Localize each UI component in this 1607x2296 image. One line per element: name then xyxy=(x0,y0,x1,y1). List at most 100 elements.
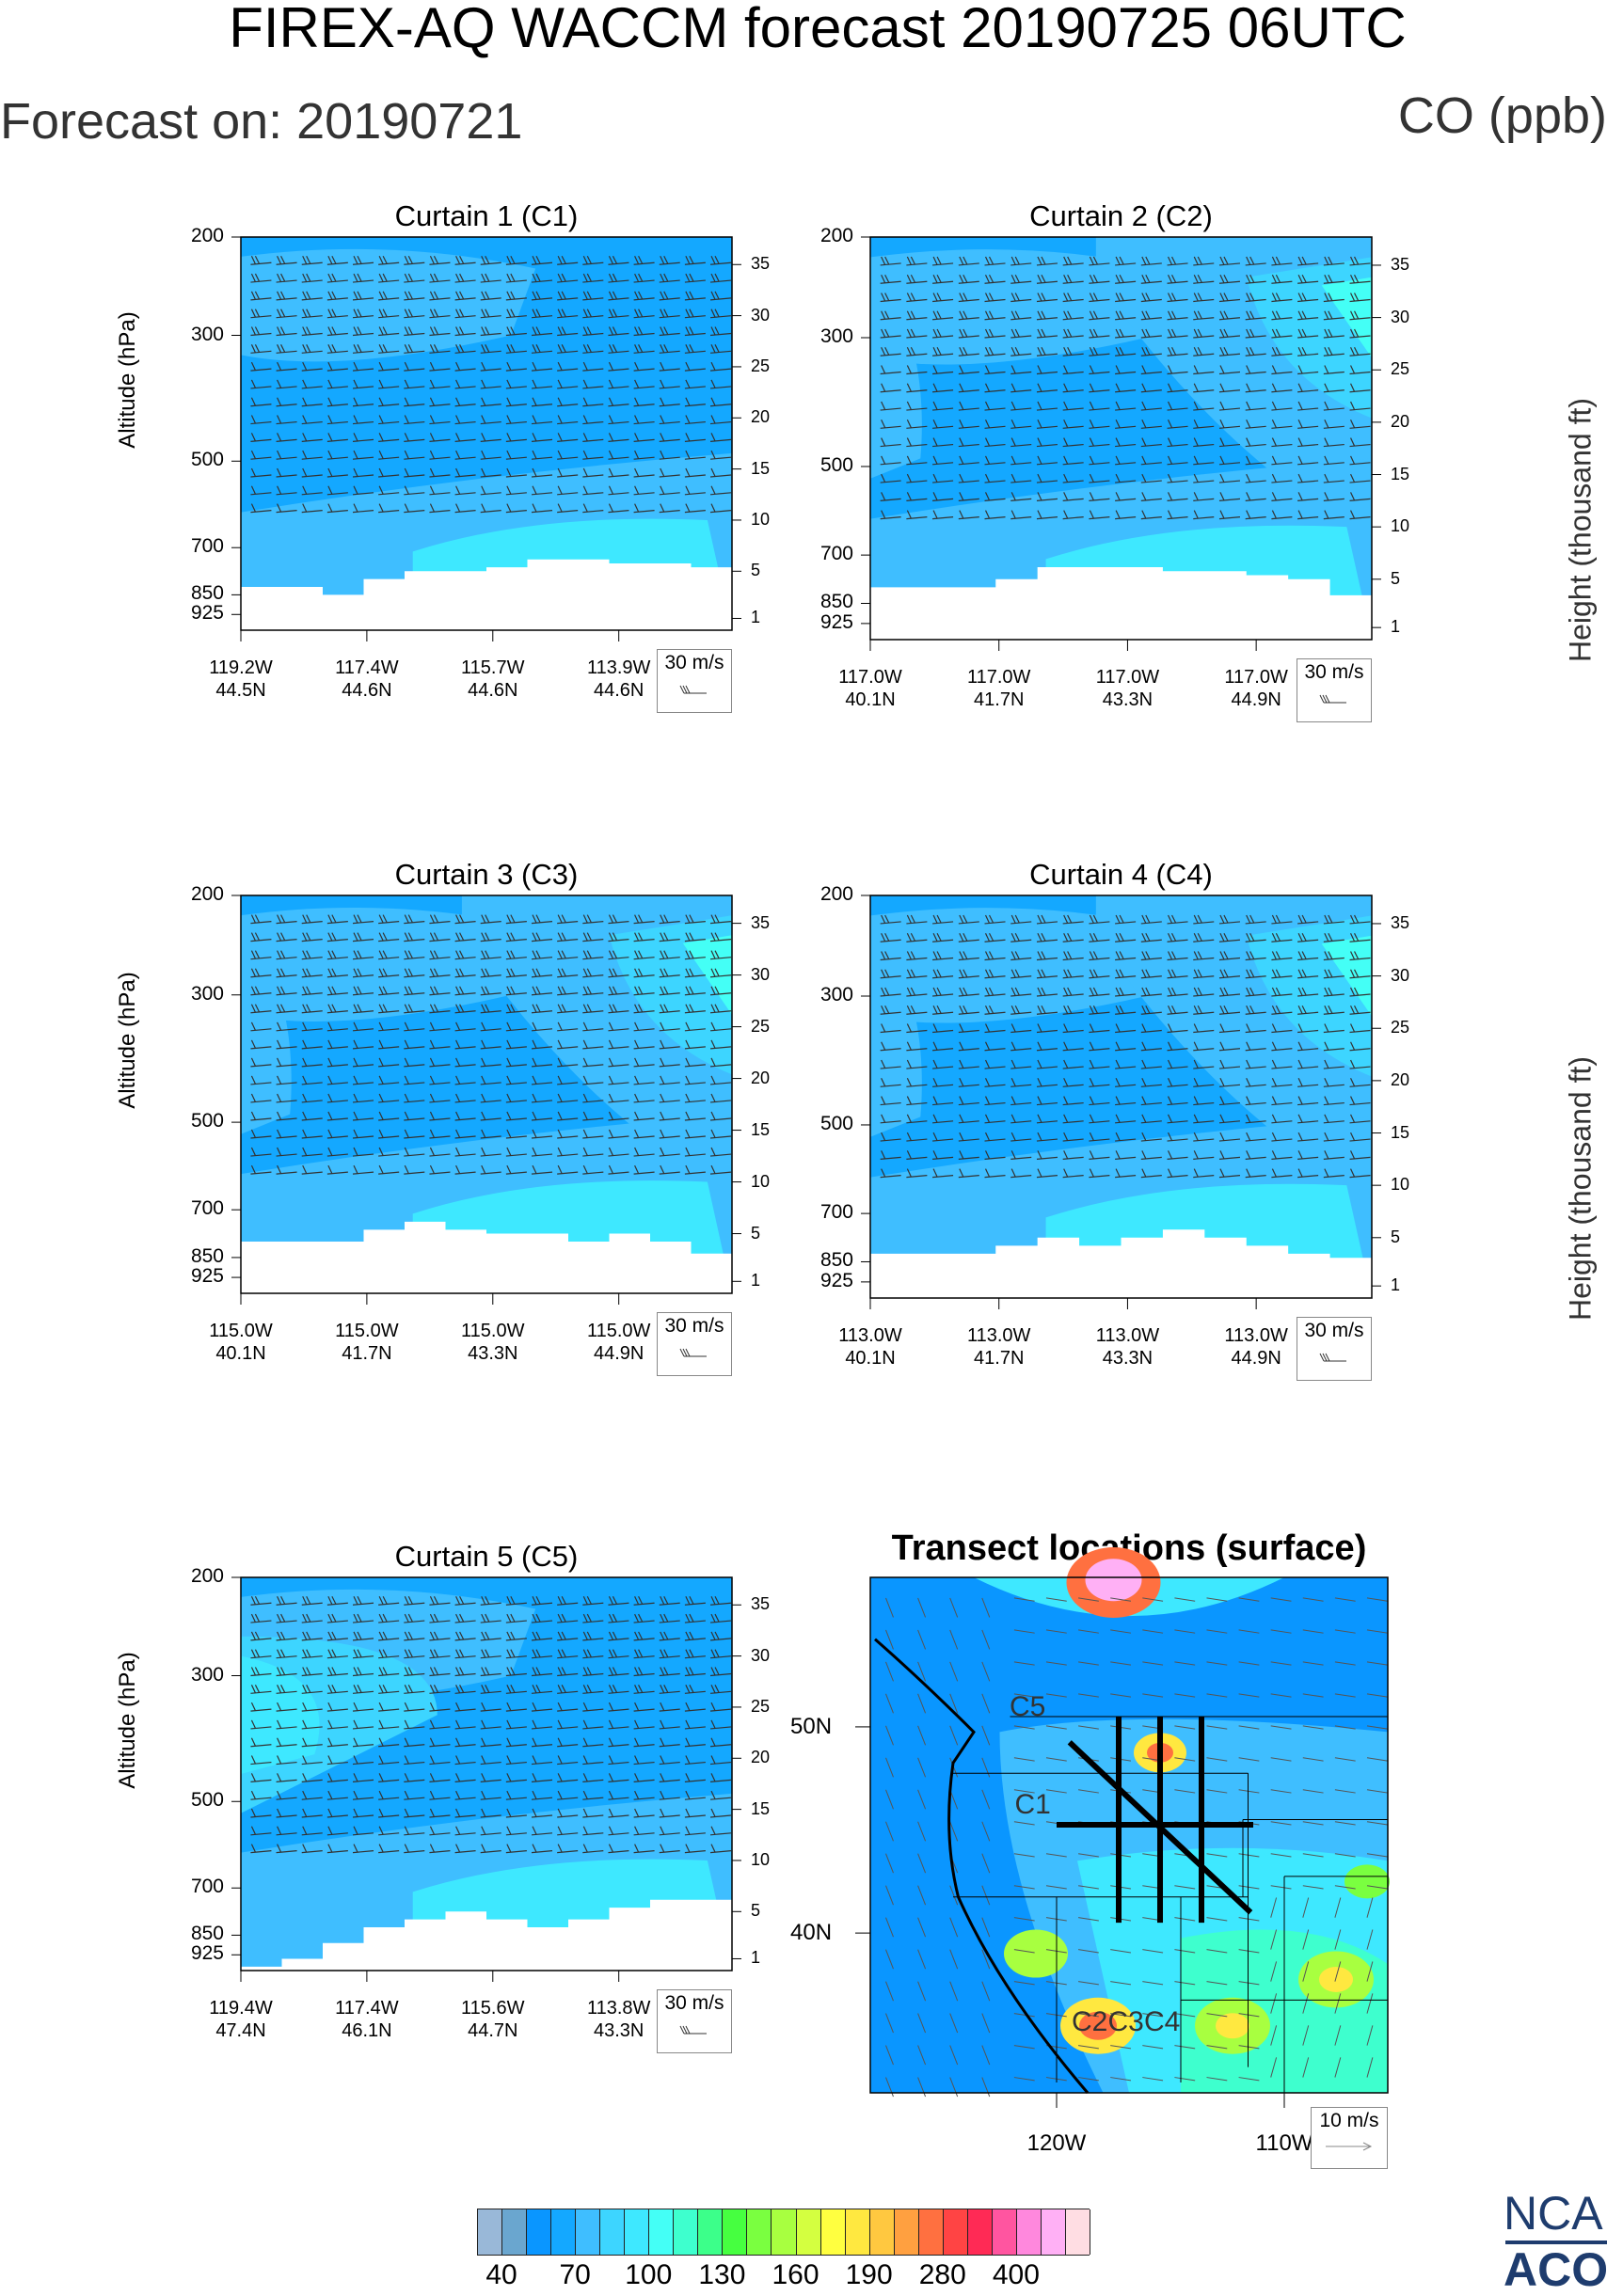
x-tick-lat: 40.1N xyxy=(814,689,927,711)
panel-title: Curtain 1 (C1) xyxy=(241,199,732,233)
x-tick-lon: 115.0W xyxy=(437,1320,549,1342)
height-tick-label: 15 xyxy=(1391,465,1409,484)
pressure-tick-label: 300 xyxy=(167,1664,224,1686)
x-tick-lon: 115.0W xyxy=(310,1320,423,1342)
curtain-plot-5 xyxy=(222,1577,751,2008)
height-tick-label: 25 xyxy=(751,356,770,376)
x-tick-lat: 43.3N xyxy=(1071,1347,1184,1370)
height-tick-label: 5 xyxy=(751,1901,760,1921)
colorbar-label: 40 xyxy=(464,2259,539,2291)
colorbar-label: 70 xyxy=(537,2259,613,2291)
curtain-plot-3 xyxy=(222,895,751,1331)
pressure-tick-label: 300 xyxy=(167,983,224,1005)
height-tick-label: 5 xyxy=(751,1224,760,1243)
lat-tick-label: 40N xyxy=(790,1920,832,1946)
wind-reference-label: 30 m/s xyxy=(1297,1320,1371,1342)
colorbar-segment xyxy=(895,2209,919,2255)
altitude-axis-label: Altitude (hPa) xyxy=(115,1589,141,1852)
x-tick-lon: 115.7W xyxy=(437,657,549,679)
height-tick-label: 15 xyxy=(751,1799,770,1819)
x-tick-lat: 44.6N xyxy=(310,679,423,702)
height-axis-label-mid: Height (thousand ft) xyxy=(1564,1020,1599,1358)
height-tick-label: 20 xyxy=(1391,412,1409,432)
x-tick-lon: 117.4W xyxy=(310,657,423,679)
pressure-tick-label: 500 xyxy=(797,1113,853,1135)
colorbar-label: 280 xyxy=(905,2259,980,2291)
wind-reference-label: 30 m/s xyxy=(658,652,731,674)
curtain-plot-1 xyxy=(222,237,751,668)
x-tick-lat: 46.1N xyxy=(310,2019,423,2042)
pressure-tick-label: 925 xyxy=(167,1942,224,1965)
height-tick-label: 25 xyxy=(1391,359,1409,379)
colorbar-segment xyxy=(674,2209,698,2255)
x-tick-lon: 117.0W xyxy=(943,666,1056,689)
wind-barb-icon xyxy=(1297,684,1371,712)
x-tick-lat: 40.1N xyxy=(814,1347,927,1370)
colorbar-segment xyxy=(846,2209,870,2255)
transect-label: C2 xyxy=(1072,2006,1107,2038)
co-hotspot xyxy=(1004,1930,1068,1978)
pressure-tick-label: 700 xyxy=(797,543,853,565)
map-wind-reference-label: 10 m/s xyxy=(1312,2110,1387,2132)
x-tick-lon: 117.4W xyxy=(310,1997,423,2019)
colorbar xyxy=(477,2209,1090,2256)
panel-title: Curtain 3 (C3) xyxy=(241,858,732,892)
height-tick-label: 1 xyxy=(1391,617,1400,637)
height-tick-label: 10 xyxy=(1391,1175,1409,1195)
pressure-tick-label: 500 xyxy=(797,454,853,477)
pressure-tick-label: 700 xyxy=(167,1876,224,1898)
x-tick-lat: 40.1N xyxy=(184,1342,297,1365)
colorbar-segment xyxy=(968,2209,993,2255)
colorbar-segment xyxy=(1066,2209,1090,2255)
height-tick-label: 35 xyxy=(1391,913,1409,933)
height-tick-label: 30 xyxy=(751,306,770,325)
x-tick-lat: 41.7N xyxy=(310,1342,423,1365)
wind-reference-label: 30 m/s xyxy=(658,1315,731,1338)
height-tick-label: 25 xyxy=(1391,1018,1409,1037)
colorbar-label: 130 xyxy=(684,2259,759,2291)
colorbar-segment xyxy=(527,2209,551,2255)
x-tick-lat: 44.5N xyxy=(184,679,297,702)
colorbar-label: 160 xyxy=(758,2259,834,2291)
x-tick-lat: 44.6N xyxy=(437,679,549,702)
colorbar-segment xyxy=(723,2209,747,2255)
pressure-tick-label: 300 xyxy=(167,324,224,346)
colorbar-segment xyxy=(821,2209,846,2255)
height-tick-label: 25 xyxy=(751,1017,770,1037)
transect-label: C3 xyxy=(1108,2006,1144,2038)
pressure-tick-label: 200 xyxy=(167,225,224,247)
colorbar-segment xyxy=(747,2209,772,2255)
curtain-plot-4 xyxy=(851,895,1391,1336)
x-tick-lat: 44.7N xyxy=(437,2019,549,2042)
height-tick-label: 15 xyxy=(751,1120,770,1140)
panel-title: Curtain 5 (C5) xyxy=(241,1540,732,1574)
pressure-tick-label: 200 xyxy=(797,883,853,906)
height-tick-label: 5 xyxy=(751,561,760,580)
height-tick-label: 30 xyxy=(751,965,770,985)
transect-label: C5 xyxy=(1010,1691,1045,1723)
arrow-right-icon xyxy=(1312,2132,1387,2161)
colorbar-segment xyxy=(944,2209,968,2255)
colorbar-segment xyxy=(576,2209,600,2255)
colorbar-segment xyxy=(993,2209,1017,2255)
co-hotspot xyxy=(1216,2013,1249,2038)
height-tick-label: 10 xyxy=(1391,516,1409,536)
pressure-tick-label: 200 xyxy=(167,1565,224,1588)
x-tick-lon: 117.0W xyxy=(814,666,927,689)
x-tick-lon: 119.4W xyxy=(184,1997,297,2019)
height-tick-label: 35 xyxy=(751,913,770,933)
wind-barb-icon xyxy=(658,1338,731,1366)
height-axis-label-top: Height (thousand ft) xyxy=(1564,361,1599,700)
colorbar-label: 190 xyxy=(832,2259,907,2291)
wind-barb-icon xyxy=(1297,1342,1371,1370)
x-tick-lat: 43.3N xyxy=(437,1342,549,1365)
transect-map xyxy=(842,1577,1416,2130)
wind-reference-box: 30 m/s xyxy=(657,649,732,713)
wind-reference-box: 30 m/s xyxy=(1297,658,1372,722)
co-hotspot xyxy=(1344,1864,1390,1898)
